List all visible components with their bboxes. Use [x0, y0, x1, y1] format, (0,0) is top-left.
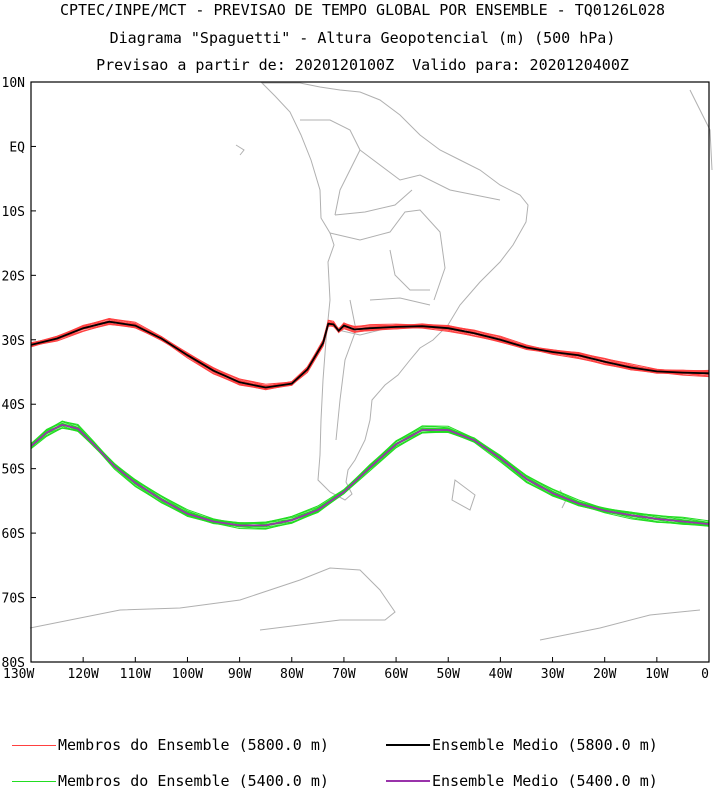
- lon-tick-label: 80W: [280, 667, 304, 682]
- lon-tick-label: 100W: [172, 667, 203, 682]
- longitude-axis: 130W 120W 110W 100W 90W 80W 70W 60W 50W 40W 30W 20W…: [3, 657, 710, 682]
- plot-frame: [30, 81, 710, 663]
- lat-tick-label: 10S: [2, 205, 25, 220]
- legend-label-members-5800: Membros do Ensemble (5800.0 m): [58, 736, 329, 754]
- ensemble-member-line: [30, 323, 710, 389]
- lon-tick-label: 60W: [384, 667, 408, 682]
- lat-tick-label: 20S: [2, 269, 25, 284]
- ensemble-member-line: [30, 323, 710, 390]
- lon-tick-label: 130W: [3, 667, 34, 682]
- legend-swatch-members-5400: [12, 781, 56, 782]
- lat-tick-label: 40S: [2, 398, 25, 413]
- ensemble-member-line: [30, 323, 710, 389]
- lat-tick-label: 10N: [2, 76, 25, 91]
- ensemble-member-line: [30, 321, 710, 387]
- lon-tick-label: 110W: [120, 667, 151, 682]
- legend-swatch-mean-5400: [386, 780, 430, 782]
- ensemble-member-line: [30, 322, 710, 391]
- ensemble-member-line: [30, 321, 710, 390]
- lat-tick-label: 60S: [2, 527, 25, 542]
- lat-tick-label: 70S: [2, 592, 25, 607]
- title-line-2: Diagrama "Spaguetti" - Altura Geopotenci…: [109, 29, 616, 47]
- legend-swatch-members-5800: [12, 745, 56, 746]
- lon-tick-label: 30W: [541, 667, 565, 682]
- ensemble-member-line: [30, 427, 710, 530]
- latitude-axis: 10N EQ 10S 20S 30S 40S 50S 60S 70S 80S: [2, 76, 36, 671]
- ensemble-mean-lines: [30, 320, 710, 527]
- legend-label-mean-5800: Ensemble Medio (5800.0 m): [432, 736, 658, 754]
- lat-tick-label: 30S: [2, 334, 25, 349]
- lon-tick-label: 70W: [332, 667, 356, 682]
- title-line-1: CPTEC/INPE/MCT - PREVISAO DE TEMPO GLOBA…: [59, 1, 666, 19]
- ensemble-member-lines: [30, 317, 710, 530]
- legend-label-members-5400: Membros do Ensemble (5400.0 m): [58, 772, 329, 790]
- lon-tick-label: 120W: [67, 667, 98, 682]
- lat-tick-label: 80S: [2, 656, 25, 671]
- lon-tick-label: 10W: [645, 667, 669, 682]
- lon-tick-label: 90W: [228, 667, 252, 682]
- lat-tick-label: EQ: [9, 140, 25, 155]
- ensemble-member-line: [30, 321, 710, 388]
- title-line-3: Previsao a partir de: 2020120100Z Valido…: [96, 56, 629, 74]
- legend-label-mean-5400: Ensemble Medio (5400.0 m): [432, 772, 658, 790]
- lon-tick-label: 40W: [489, 667, 513, 682]
- lon-tick-label: 20W: [593, 667, 617, 682]
- ensemble-mean-line-5800: [30, 320, 710, 389]
- legend-swatch-mean-5800: [386, 744, 430, 746]
- lat-tick-label: 50S: [2, 463, 25, 478]
- ensemble-member-line: [30, 424, 710, 527]
- ensemble-mean-line-5400: [30, 423, 710, 527]
- lon-tick-label: 0: [701, 667, 709, 682]
- lon-tick-label: 50W: [436, 667, 460, 682]
